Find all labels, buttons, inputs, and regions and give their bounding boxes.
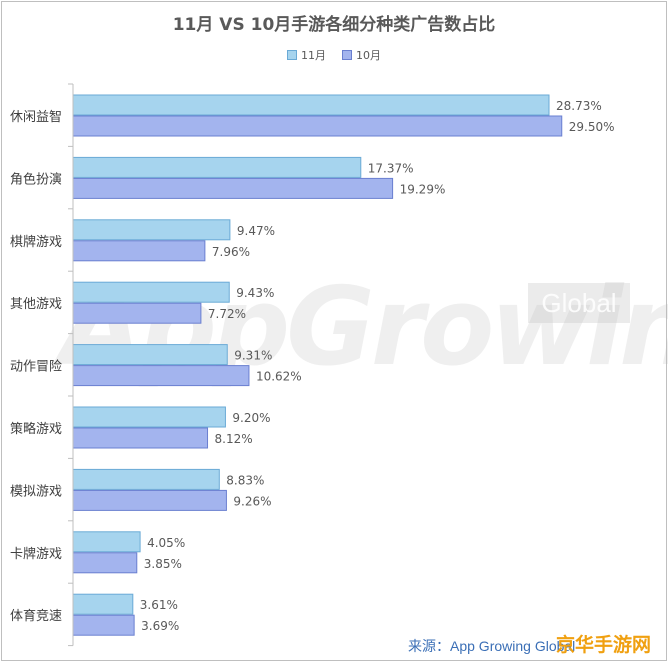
data-label: 9.43% — [236, 286, 274, 300]
data-label: 9.31% — [234, 349, 272, 363]
category-label: 其他游戏 — [10, 297, 62, 312]
legend-item-11: 11月 — [287, 47, 326, 63]
category-label: 休闲益智 — [10, 110, 62, 125]
data-label: 4.05% — [147, 536, 185, 550]
bar-10 — [72, 427, 209, 449]
legend-swatch-10 — [342, 50, 352, 60]
category-label: 角色扮演 — [10, 171, 62, 187]
legend-item-10: 10月 — [342, 47, 381, 63]
category-label: 模拟游戏 — [10, 484, 62, 499]
data-label: 8.12% — [215, 432, 253, 446]
bar-10 — [72, 177, 394, 199]
bar-10 — [72, 365, 250, 387]
chart-title: 11月 VS 10月手游各细分种类广告数占比 — [172, 15, 496, 35]
data-label: 7.96% — [212, 245, 250, 259]
category-label: 动作冒险 — [10, 360, 62, 375]
bar-11 — [72, 468, 220, 490]
legend-label-10: 10月 — [356, 49, 381, 62]
watermark-global-badge: Global — [528, 283, 630, 323]
data-label: 3.61% — [140, 598, 178, 612]
data-label: 29.50% — [569, 120, 615, 134]
data-label: 9.20% — [232, 411, 270, 425]
data-label: 3.69% — [141, 619, 179, 633]
bar-10 — [72, 614, 135, 636]
bar-11 — [72, 531, 141, 553]
legend-swatch-11 — [287, 50, 297, 60]
bar-10 — [72, 552, 138, 574]
data-label: 10.62% — [256, 370, 302, 384]
bar-11 — [72, 94, 550, 116]
data-label: 8.83% — [226, 473, 264, 487]
legend-label-11: 11月 — [301, 49, 326, 62]
data-label: 9.47% — [237, 224, 275, 238]
bar-11 — [72, 281, 230, 303]
bar-11 — [72, 156, 362, 178]
source-note: 来源：App Growing Global — [408, 638, 576, 654]
bar-10 — [72, 115, 563, 137]
data-label: 9.26% — [233, 494, 271, 508]
category-label: 体育竞速 — [10, 608, 62, 624]
data-label: 19.29% — [400, 182, 446, 196]
data-label: 3.85% — [144, 557, 182, 571]
bar-11 — [72, 593, 134, 615]
bar-11 — [72, 406, 226, 428]
data-label: 7.72% — [208, 307, 246, 321]
site-badge: 京华手游网 — [556, 634, 652, 656]
bar-10 — [72, 240, 206, 262]
category-label: 卡牌游戏 — [10, 546, 62, 562]
bar-10 — [72, 302, 202, 324]
data-label: 28.73% — [556, 99, 602, 113]
category-label: 棋牌游戏 — [10, 234, 62, 250]
bar-11 — [72, 219, 231, 241]
category-label: 策略游戏 — [10, 421, 62, 437]
data-label: 17.37% — [368, 161, 414, 175]
legend: 11月 10月 — [0, 47, 668, 63]
bar-11 — [72, 344, 228, 366]
bar-10 — [72, 489, 227, 511]
